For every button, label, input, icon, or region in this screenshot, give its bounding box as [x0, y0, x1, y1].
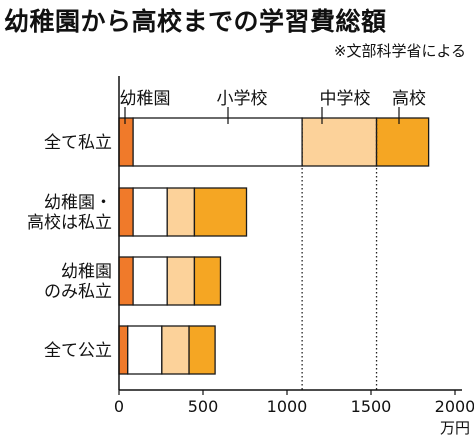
- category-label-1-1: 全て私立: [44, 133, 112, 153]
- chart-source-note: ※文部科学省による: [333, 42, 466, 60]
- bar-segment-1-2: [132, 117, 303, 167]
- bar-segment-3-3: [166, 256, 196, 306]
- bar-segment-3-1: [118, 256, 134, 306]
- category-label-4-1: 全て公立: [44, 341, 112, 361]
- bar-segment-4-3: [161, 325, 190, 375]
- bar-segment-2-4: [193, 187, 248, 237]
- bar-segment-4-4: [188, 325, 216, 375]
- bar-segment-2-3: [166, 187, 196, 237]
- category-label-2-2: 高校は私立: [27, 213, 112, 233]
- bar-segment-1-1: [118, 117, 134, 167]
- bar-segment-2-2: [132, 187, 168, 237]
- stage-label-4: 高校: [392, 89, 426, 109]
- bar-segment-4-2: [127, 325, 163, 375]
- bar-segment-3-4: [193, 256, 222, 306]
- bar-segment-4-1: [118, 325, 129, 375]
- chart-title: 幼稚園から高校までの学習費総額: [4, 7, 387, 36]
- x-unit-label: 万円: [440, 419, 470, 437]
- category-label-3-1: 幼稚園: [61, 262, 112, 282]
- x-tick-label-5: 2000: [435, 397, 474, 416]
- x-tick-label-4: 1500: [351, 397, 392, 416]
- bar-segment-3-2: [132, 256, 168, 306]
- category-label-3-2: のみ私立: [44, 282, 112, 302]
- bar-segment-1-3: [301, 117, 378, 167]
- bar-segment-2-1: [118, 187, 134, 237]
- bar-segment-1-4: [375, 117, 430, 167]
- stage-label-1: 幼稚園: [120, 89, 171, 109]
- stage-label-2: 小学校: [217, 89, 268, 109]
- x-tick-label-2: 500: [188, 397, 219, 416]
- stage-label-3: 中学校: [320, 89, 371, 109]
- x-tick-label-1: 0: [114, 397, 124, 416]
- x-tick-label-3: 1000: [267, 397, 308, 416]
- category-label-2-1: 幼稚園・: [44, 193, 112, 213]
